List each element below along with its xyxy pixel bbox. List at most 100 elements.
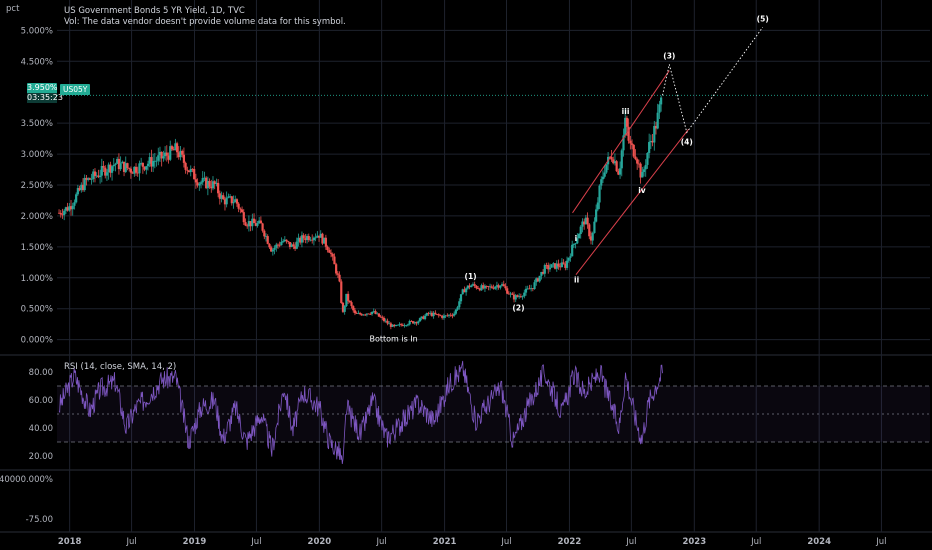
candle-body (278, 244, 281, 246)
candle-body (162, 156, 165, 159)
wave-label: (3) (663, 51, 675, 60)
candle-body (415, 322, 418, 324)
candle-body (338, 274, 341, 282)
candle-body (59, 212, 62, 215)
candle-body (71, 205, 74, 210)
candle-body (87, 178, 90, 180)
candle-body (201, 178, 204, 183)
candle-body (191, 168, 194, 170)
candle-body (73, 202, 76, 206)
candle-body (632, 144, 635, 157)
candle-body (598, 185, 601, 203)
candle-body (446, 315, 449, 317)
candle-body (244, 222, 247, 226)
candle-body (377, 313, 381, 317)
candle-body (617, 171, 620, 175)
candle-body (316, 235, 319, 238)
candle-body (543, 265, 546, 274)
candle-body (398, 324, 401, 325)
candle-body (102, 165, 105, 168)
candle-body (261, 223, 264, 231)
candle-body (656, 112, 659, 129)
candle-body (471, 284, 475, 286)
candle-body (485, 285, 488, 287)
y-tick-label: 3.000% (21, 150, 53, 160)
candle-body (172, 149, 175, 151)
candle-body (497, 285, 500, 288)
candle-body (213, 181, 216, 185)
candle-body (350, 302, 353, 307)
candle-body (396, 324, 399, 326)
candle-body (408, 320, 411, 325)
candle-body (251, 218, 254, 227)
wave-label: i (575, 234, 578, 243)
candle-body (405, 325, 408, 327)
candle-body (487, 286, 490, 288)
candle-body (362, 314, 365, 316)
candle-body (63, 210, 66, 216)
candle-body (355, 313, 358, 314)
candle-body (644, 164, 647, 170)
candle-body (545, 265, 548, 266)
candle-body (134, 166, 138, 173)
candle-body (268, 243, 271, 248)
candle-body (290, 244, 293, 247)
candle-body (565, 260, 569, 268)
candle-body (478, 288, 481, 291)
candle-body (403, 325, 406, 327)
candle-body (95, 175, 98, 177)
candle-body (258, 220, 261, 224)
candle-body (131, 172, 134, 174)
candle-body (649, 140, 652, 143)
candle-body (234, 199, 237, 203)
candle-body (504, 286, 507, 289)
candle-body (502, 284, 505, 287)
candle-body (335, 264, 338, 274)
candle-body (444, 315, 447, 317)
candle-body (169, 146, 172, 160)
candle-body (512, 294, 516, 300)
candle-body (423, 315, 427, 320)
candle-body (155, 160, 158, 162)
y-tick-label: 0.000% (21, 336, 53, 346)
candle-body (107, 164, 110, 173)
candle-body (182, 154, 186, 163)
candle-body (499, 285, 502, 288)
candle-body (637, 163, 640, 165)
candle-body (117, 158, 121, 170)
candle-body (220, 195, 223, 199)
candle-body (85, 177, 88, 180)
y-tick-label: 2.000% (21, 212, 53, 222)
candle-body (282, 241, 285, 242)
candle-body (141, 162, 144, 167)
candle-body (461, 289, 464, 295)
wave-label: (5) (757, 14, 769, 23)
y-tick-label: 0.500% (21, 305, 53, 315)
candle-body (323, 237, 326, 244)
candle-body (170, 146, 174, 150)
candle-body (506, 288, 509, 294)
rsi-y-tick-label: 80.00 (29, 368, 53, 378)
candle-body (174, 143, 177, 151)
candle-body (612, 159, 615, 164)
candle-body (418, 318, 422, 322)
candle-body (627, 126, 630, 141)
candle-body (249, 221, 252, 227)
candle-body (293, 246, 297, 249)
candle-body (654, 125, 658, 129)
candle-body (451, 315, 454, 317)
candle-body (379, 316, 382, 318)
candle-body (331, 253, 334, 257)
candle-body (228, 196, 232, 198)
candle-body (372, 311, 375, 312)
volume-note: Vol: The data vendor doesn't provide vol… (64, 17, 346, 27)
candle-body (427, 313, 430, 314)
candle-body (454, 309, 457, 314)
candle-body (601, 176, 605, 180)
candle-body (140, 162, 143, 164)
candle-body (167, 155, 170, 160)
candle-body (215, 182, 218, 185)
candle-body (370, 311, 374, 315)
candle-body (495, 285, 499, 287)
